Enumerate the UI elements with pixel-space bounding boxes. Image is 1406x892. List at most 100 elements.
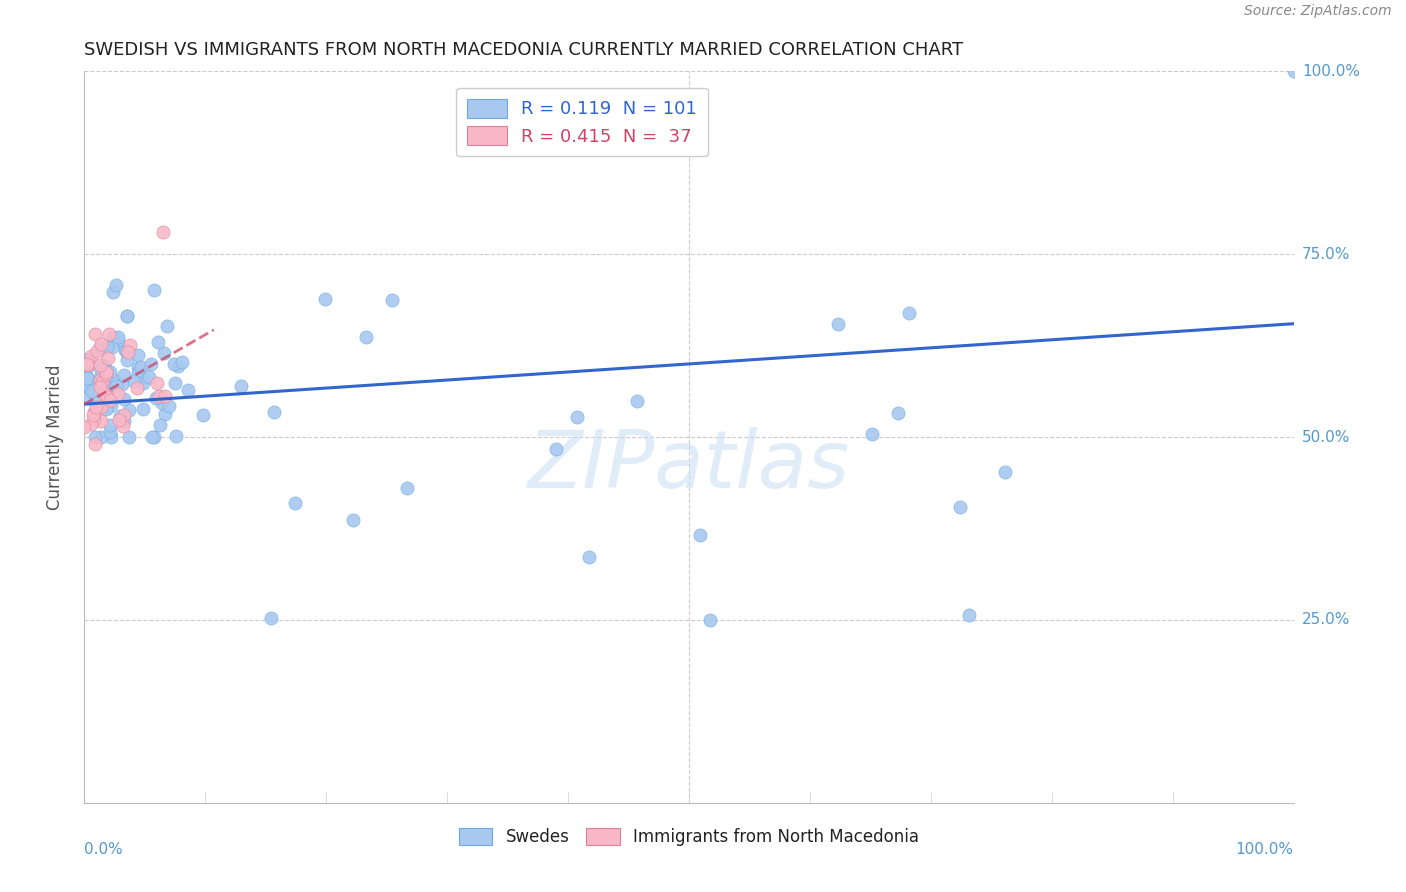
- Point: [107, 387, 129, 401]
- Point: [86, 344, 108, 359]
- Point: [111, 377, 134, 392]
- Point: [108, 409, 131, 423]
- Point: [115, 352, 138, 367]
- Point: [103, 285, 125, 300]
- Text: SWEDISH VS IMMIGRANTS FROM NORTH MACEDONIA CURRENTLY MARRIED CORRELATION CHART: SWEDISH VS IMMIGRANTS FROM NORTH MACEDON…: [84, 41, 963, 59]
- Point: [90, 430, 112, 444]
- Point: [127, 348, 149, 362]
- Point: [689, 528, 711, 542]
- Point: [117, 344, 139, 359]
- Point: [177, 383, 200, 397]
- Point: [93, 386, 115, 401]
- Point: [89, 380, 111, 394]
- Point: [115, 344, 138, 359]
- Text: 100.0%: 100.0%: [1302, 64, 1360, 78]
- Point: [107, 330, 129, 344]
- Text: 50.0%: 50.0%: [1302, 430, 1350, 444]
- Point: [149, 418, 172, 433]
- Point: [80, 417, 103, 431]
- Point: [91, 376, 114, 390]
- Point: [83, 411, 105, 425]
- Point: [80, 349, 103, 363]
- Point: [132, 401, 155, 416]
- Point: [132, 376, 155, 390]
- Point: [107, 334, 129, 348]
- Point: [73, 420, 96, 434]
- Point: [76, 371, 98, 385]
- Point: [157, 399, 180, 413]
- Point: [90, 337, 112, 351]
- Point: [94, 367, 117, 381]
- Point: [89, 340, 111, 354]
- Point: [127, 366, 149, 380]
- Point: [163, 357, 186, 371]
- Point: [114, 408, 136, 422]
- Point: [1282, 64, 1305, 78]
- Point: [129, 359, 152, 374]
- Point: [79, 377, 101, 392]
- Point: [152, 225, 174, 239]
- Point: [76, 389, 98, 403]
- Point: [127, 360, 149, 375]
- Point: [125, 381, 148, 395]
- Point: [93, 359, 115, 373]
- Point: [98, 327, 121, 342]
- Point: [77, 353, 100, 368]
- Point: [949, 500, 972, 514]
- Point: [284, 495, 307, 509]
- Point: [105, 278, 128, 293]
- Point: [90, 368, 112, 383]
- Point: [994, 465, 1017, 479]
- Point: [898, 306, 921, 320]
- Text: 0.0%: 0.0%: [84, 842, 124, 856]
- Point: [150, 396, 173, 410]
- Point: [96, 380, 118, 394]
- Point: [143, 283, 166, 297]
- Point: [131, 371, 153, 385]
- Legend: Swedes, Immigrants from North Macedonia: Swedes, Immigrants from North Macedonia: [453, 822, 925, 853]
- Point: [152, 346, 174, 360]
- Point: [101, 333, 124, 347]
- Point: [97, 351, 120, 365]
- Point: [314, 293, 336, 307]
- Point: [96, 401, 118, 416]
- Point: [699, 613, 721, 627]
- Point: [89, 358, 111, 372]
- Point: [104, 331, 127, 345]
- Point: [83, 436, 105, 450]
- Point: [260, 610, 283, 624]
- Point: [90, 342, 112, 356]
- Point: [101, 340, 124, 354]
- Point: [98, 418, 121, 433]
- Point: [142, 430, 165, 444]
- Point: [76, 357, 98, 371]
- Point: [98, 425, 121, 439]
- Point: [96, 363, 118, 377]
- Y-axis label: Currently Married: Currently Married: [45, 364, 63, 510]
- Point: [827, 317, 849, 331]
- Point: [167, 359, 190, 374]
- Point: [395, 481, 418, 495]
- Point: [122, 374, 145, 388]
- Point: [100, 392, 122, 407]
- Point: [860, 426, 883, 441]
- Point: [165, 428, 187, 442]
- Point: [146, 334, 169, 349]
- Point: [112, 414, 135, 428]
- Point: [114, 343, 136, 357]
- Point: [90, 363, 112, 377]
- Point: [354, 329, 377, 343]
- Point: [141, 430, 163, 444]
- Point: [98, 365, 121, 379]
- Point: [165, 376, 187, 391]
- Point: [108, 412, 131, 426]
- Point: [263, 405, 285, 419]
- Text: 25.0%: 25.0%: [1302, 613, 1350, 627]
- Point: [153, 408, 176, 422]
- Point: [112, 392, 135, 407]
- Point: [139, 357, 162, 371]
- Point: [887, 407, 910, 421]
- Point: [76, 359, 98, 373]
- Point: [83, 394, 105, 409]
- Point: [155, 389, 177, 403]
